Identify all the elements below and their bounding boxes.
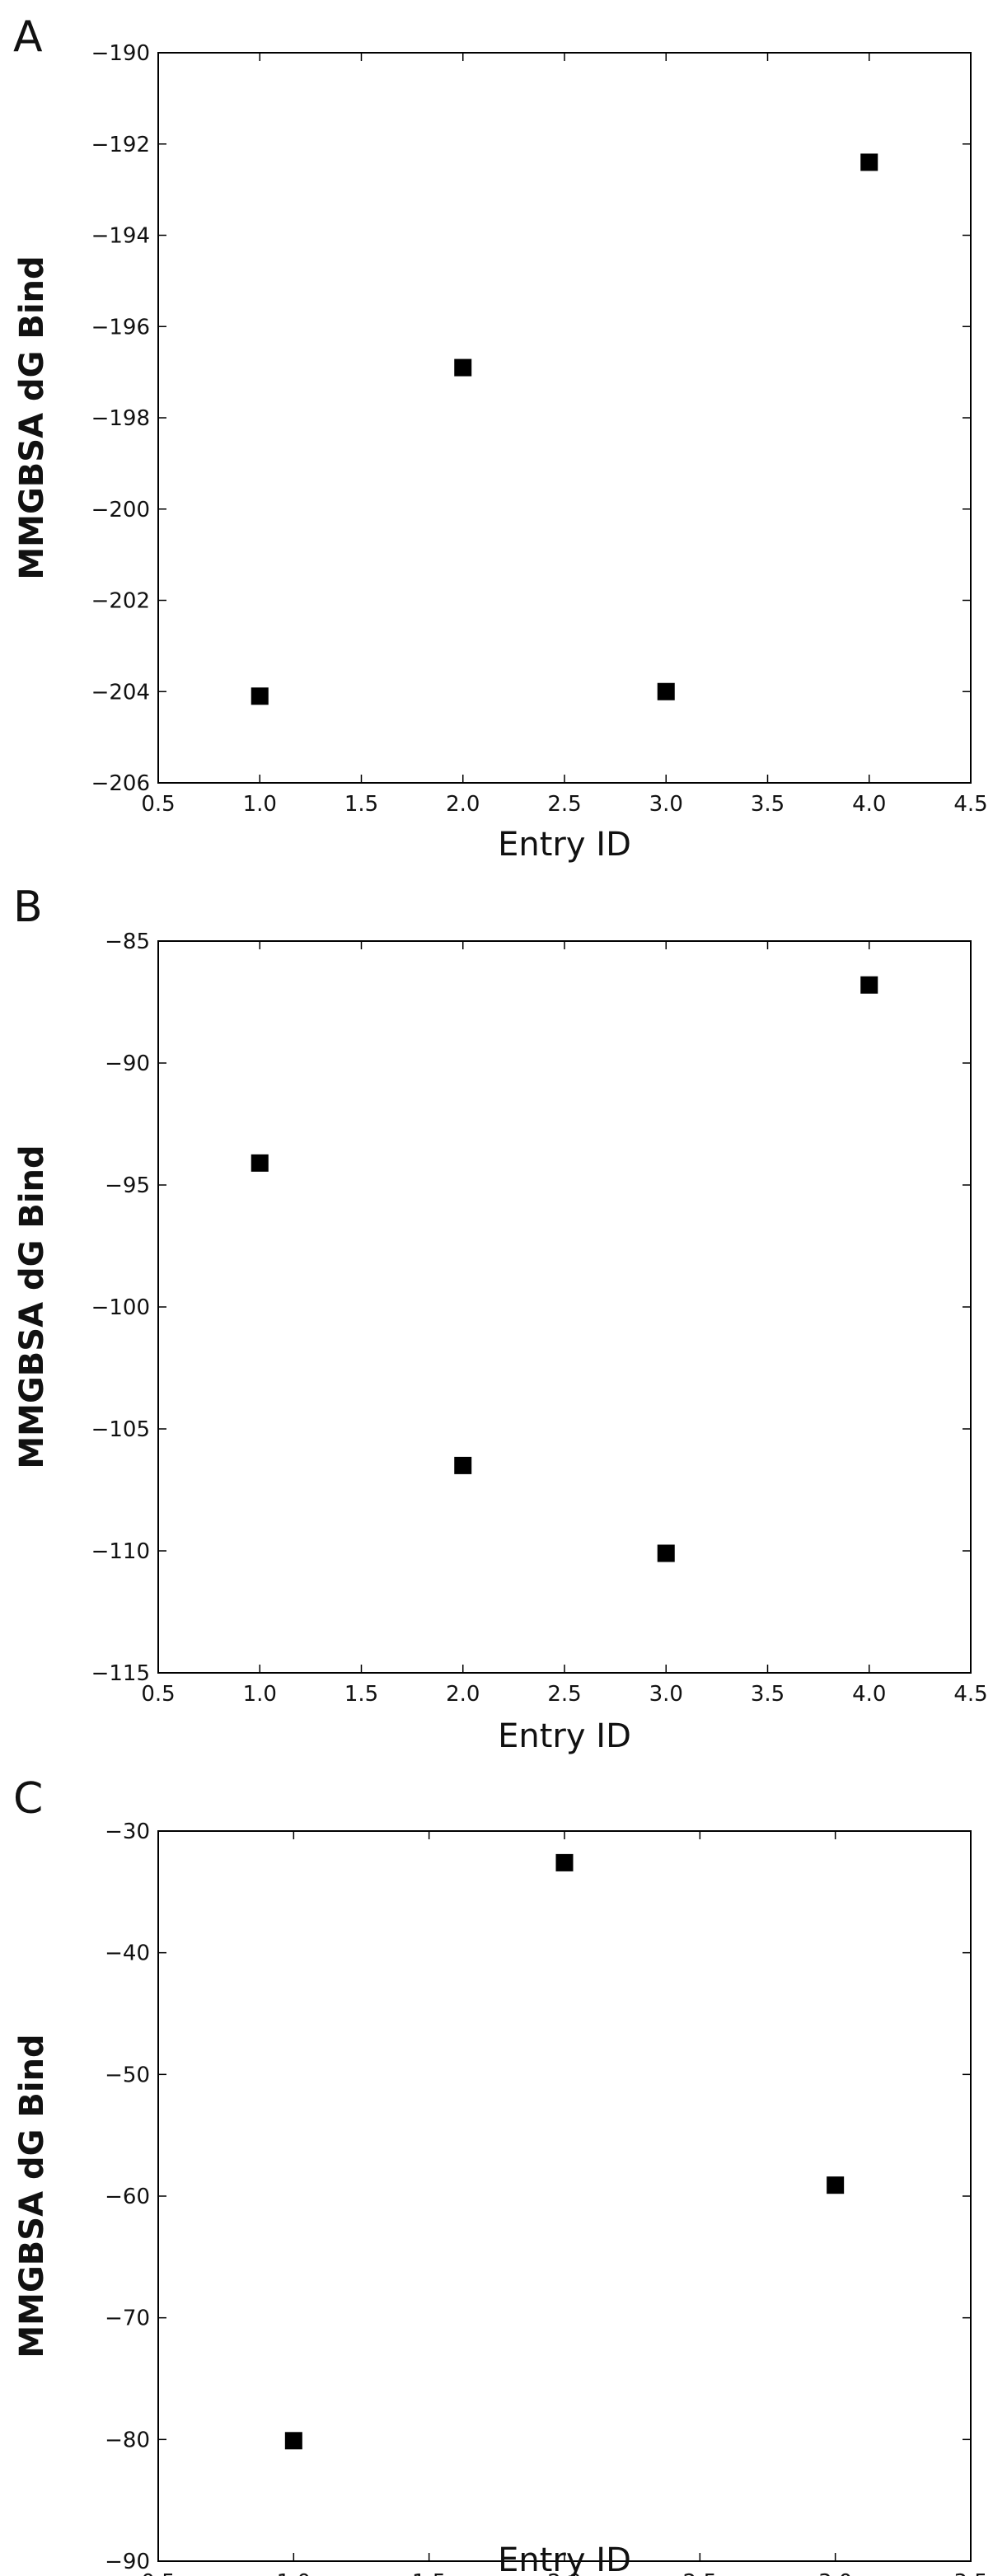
y-tick-label: −200 (91, 498, 150, 522)
data-point (251, 687, 269, 705)
panel-b: B 0.5 1.0 1.5 2.0 2.5 3.0 3.5 4.0 4.5 −115 −110 −105… (13, 883, 988, 1755)
y-tick-label: −196 (91, 315, 150, 340)
x-tick-label: 3.0 (649, 792, 683, 817)
y-tick-label: −110 (91, 1539, 150, 1564)
y-tick-label: −105 (91, 1417, 150, 1442)
x-tick-label: 2.5 (547, 792, 581, 817)
data-point (454, 358, 472, 377)
y-tick-label: −192 (91, 133, 150, 157)
x-tick-label: 0.5 (141, 2570, 175, 2576)
y-tick-label: −90 (105, 2550, 150, 2574)
y-tick-label: −60 (105, 2185, 150, 2209)
y-tick-label: −50 (105, 2063, 150, 2087)
x-tick-label: 3.5 (953, 2570, 987, 2576)
y-axis-title: MMGBSA dG Bind (13, 255, 51, 579)
data-point (251, 1154, 269, 1172)
y-tick-label: −95 (105, 1173, 150, 1198)
data-point (657, 1544, 675, 1562)
x-tick-label: 3.0 (649, 1682, 683, 1707)
x-tick-label: 4.5 (953, 1682, 987, 1707)
y-tick-label: −194 (91, 224, 150, 249)
y-tick-label: −204 (91, 680, 150, 705)
y-tick-label: −202 (91, 589, 150, 614)
panel-a: A 0.5 1.0 1.5 2.0 2.5 3.0 3.5 4.0 4.5 −206 −204 −202… (13, 12, 988, 864)
panel-label: B (13, 883, 43, 932)
y-tick-label: −90 (105, 1051, 150, 1076)
data-point (827, 2176, 845, 2194)
data-point (284, 2432, 302, 2450)
x-tick-label: 4.0 (852, 792, 886, 817)
x-axis-title: Entry ID (498, 1717, 631, 1755)
x-tick-label: 3.0 (818, 2570, 852, 2576)
x-tick-label: 0.5 (141, 1682, 175, 1707)
x-tick-label: 2.5 (683, 2570, 717, 2576)
data-point (657, 682, 675, 700)
x-tick-label: 2.0 (446, 1682, 480, 1707)
x-tick-label: 3.5 (751, 1682, 785, 1707)
x-tick-label: 1.5 (344, 1682, 378, 1707)
x-tick-label: 4.0 (852, 1682, 886, 1707)
panel-label: C (13, 1774, 43, 1824)
y-tick-label: −70 (105, 2307, 150, 2331)
plot-frame (157, 52, 972, 784)
plot-frame (157, 1830, 972, 2562)
data-point (860, 153, 878, 171)
x-axis-title: Entry ID (498, 826, 631, 864)
x-axis-title: Entry ID (498, 2541, 631, 2576)
plot-frame (157, 940, 972, 1674)
y-tick-label: −206 (91, 771, 150, 796)
data-point (860, 976, 878, 994)
data-point (454, 1456, 472, 1474)
y-tick-label: −115 (91, 1661, 150, 1686)
y-tick-label: −85 (105, 930, 150, 954)
y-tick-label: −100 (91, 1295, 150, 1320)
panel-c: C 0.5 1.0 1.5 2.0 2.5 3.0 3.5 −90 −80 −70 −60 −50 −40… (13, 1774, 988, 2576)
y-tick-label: −80 (105, 2428, 150, 2452)
x-tick-label: 2.5 (547, 1682, 581, 1707)
x-tick-label: 1.0 (277, 2570, 311, 2576)
y-axis-title: MMGBSA dG Bind (13, 2034, 51, 2358)
x-tick-label: 1.5 (412, 2570, 446, 2576)
x-tick-label: 0.5 (141, 792, 175, 817)
data-point (555, 1853, 574, 1871)
x-tick-label: 1.5 (344, 792, 378, 817)
x-tick-label: 1.0 (243, 1682, 277, 1707)
panel-label: A (13, 12, 43, 62)
x-tick-label: 2.0 (547, 2570, 581, 2576)
y-tick-label: −40 (105, 1941, 150, 1966)
y-tick-label: −30 (105, 1820, 150, 1844)
x-tick-label: 3.5 (751, 792, 785, 817)
y-tick-label: −198 (91, 406, 150, 431)
x-tick-label: 2.0 (446, 792, 480, 817)
x-tick-label: 4.5 (953, 792, 987, 817)
x-tick-label: 1.0 (243, 792, 277, 817)
y-tick-label: −190 (91, 41, 150, 66)
y-axis-title: MMGBSA dG Bind (13, 1145, 51, 1468)
